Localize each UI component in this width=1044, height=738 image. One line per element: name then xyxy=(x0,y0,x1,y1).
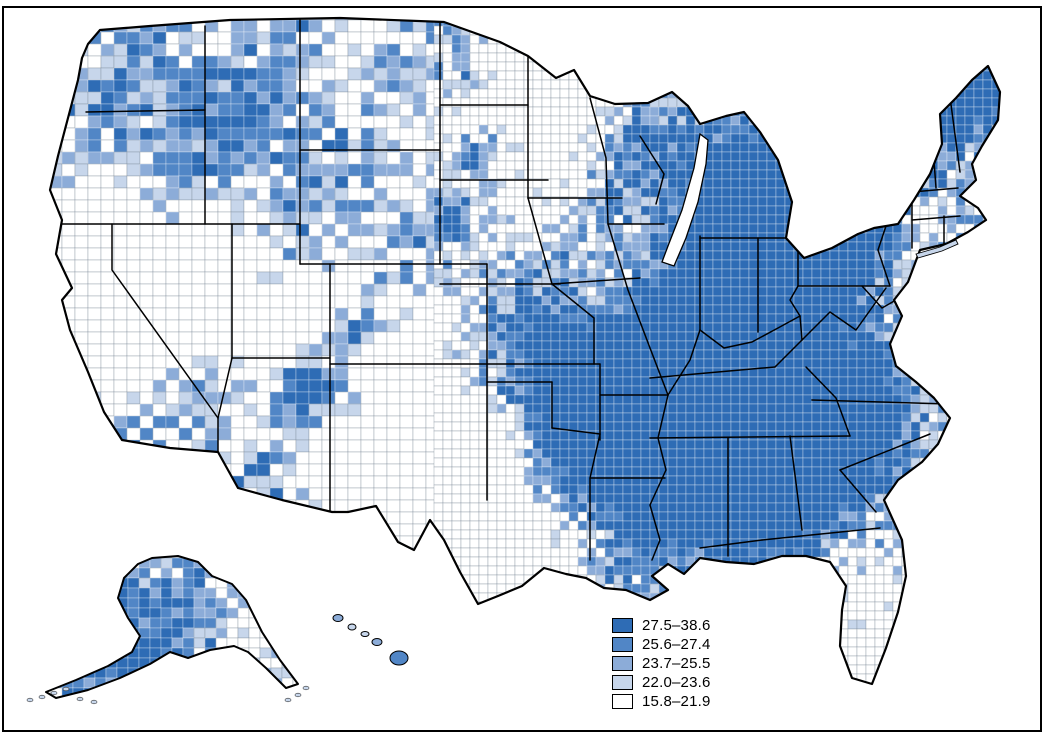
legend-item: 27.5–38.6 xyxy=(612,618,711,633)
lower48-outline xyxy=(48,16,1002,686)
legend-swatch xyxy=(612,618,633,633)
legend-label: 15.8–21.9 xyxy=(642,693,711,710)
legend-label: 27.5–38.6 xyxy=(642,617,711,634)
legend-label: 25.6–27.4 xyxy=(642,636,711,653)
legend-item: 23.7–25.5 xyxy=(612,656,711,671)
legend-item: 15.8–21.9 xyxy=(612,694,711,709)
legend-label: 22.0–23.6 xyxy=(642,674,711,691)
map-legend: 27.5–38.6 25.6–27.4 23.7–25.5 22.0–23.6 … xyxy=(612,618,711,709)
legend-item: 22.0–23.6 xyxy=(612,675,711,690)
legend-item: 25.6–27.4 xyxy=(612,637,711,652)
lake-michigan xyxy=(661,132,709,267)
aleutian-islands xyxy=(26,685,310,705)
legend-swatch xyxy=(612,637,633,652)
legend-label: 23.7–25.5 xyxy=(642,655,711,672)
long-island xyxy=(915,239,959,259)
hawaii-islands xyxy=(332,614,409,666)
legend-swatch xyxy=(612,675,633,690)
alaska-outline xyxy=(45,555,299,699)
legend-swatch xyxy=(612,656,633,671)
state-borders-layer xyxy=(54,19,961,561)
legend-swatch xyxy=(612,694,633,709)
